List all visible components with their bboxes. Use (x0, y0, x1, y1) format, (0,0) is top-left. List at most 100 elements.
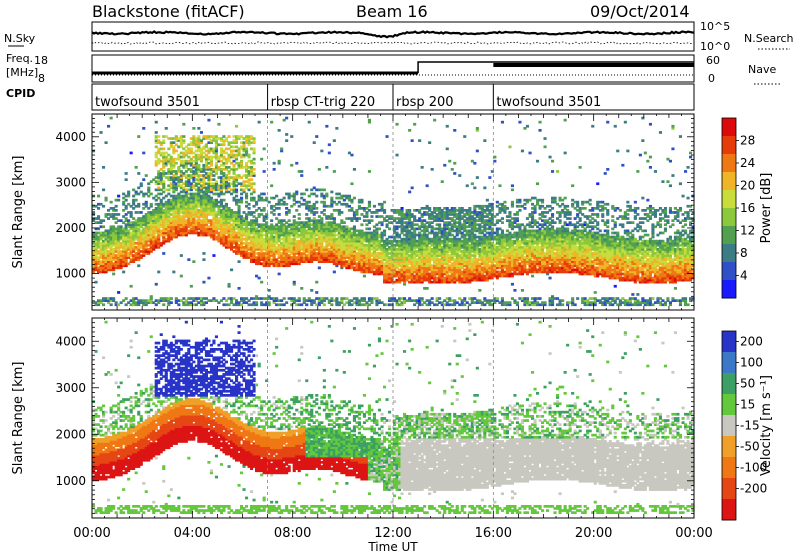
heatmap-cell (253, 172, 256, 175)
heatmap-cell (431, 168, 434, 171)
heatmap-cell (117, 195, 120, 198)
heatmap-cell (122, 271, 125, 274)
heatmap-cell (443, 164, 446, 167)
heatmap-cell (295, 162, 298, 165)
heatmap-cell (125, 178, 128, 181)
heatmap-cell (368, 228, 371, 231)
heatmap-cell (298, 217, 301, 220)
heatmap-cell (335, 127, 338, 130)
heatmap-cell (383, 230, 386, 233)
heatmap-cell (431, 297, 434, 300)
heatmap-cell (313, 141, 316, 144)
heatmap-cell (453, 129, 456, 132)
heatmap-cell (202, 281, 205, 284)
heatmap-cell (155, 121, 158, 124)
heatmap-cell (197, 164, 200, 167)
heatmap-cell (102, 303, 105, 306)
heatmap-cell (278, 160, 281, 163)
heatmap-cell (290, 135, 293, 138)
heatmap-cell (180, 254, 183, 257)
heatmap-cell (328, 143, 331, 146)
heatmap-cell (315, 281, 318, 284)
heatmap-cell (335, 297, 338, 300)
heatmap-cell (137, 264, 140, 267)
heatmap-cell (333, 217, 336, 220)
heatmap-cell (320, 150, 323, 153)
heatmap-cell (386, 135, 389, 138)
heatmap-cell (127, 191, 130, 194)
heatmap-cell (207, 119, 210, 122)
heatmap-cell (263, 148, 266, 151)
heatmap-cell (102, 205, 105, 208)
heatmap-cell (343, 221, 346, 224)
heatmap-cell (117, 199, 120, 202)
heatmap-cell (320, 217, 323, 220)
heatmap-cell (333, 139, 336, 142)
heatmap-cell (268, 201, 271, 204)
heatmap-cell (258, 121, 261, 124)
freq-tick-low: 8 (38, 72, 45, 85)
heatmap-cell (350, 182, 353, 185)
heatmap-cell (453, 162, 456, 165)
heatmap-cell (463, 297, 466, 300)
nsky-label: N.Sky (4, 32, 36, 45)
heatmap-cell (137, 203, 140, 206)
heatmap-cell (97, 195, 100, 198)
heatmap-cell (466, 184, 469, 187)
heatmap-cell (285, 139, 288, 142)
heatmap-cell (273, 168, 276, 171)
heatmap-cell (197, 127, 200, 130)
heatmap-cell (468, 207, 471, 210)
heatmap-cell (305, 303, 308, 306)
heatmap-cell (446, 125, 449, 128)
heatmap-cell (298, 297, 301, 300)
heatmap-cell (348, 195, 351, 198)
heatmap-cell (426, 184, 429, 187)
heatmap-cell (273, 213, 276, 216)
heatmap-cell (157, 135, 160, 138)
heatmap-cell (438, 297, 441, 300)
heatmap-cell (370, 219, 373, 222)
heatmap-cell (333, 271, 336, 274)
heatmap-cell (300, 287, 303, 290)
cpid-segment-label: twofsound 3501 (496, 95, 601, 110)
heatmap-cell (303, 193, 306, 196)
heatmap-cell (278, 129, 281, 132)
heatmap-cell (248, 207, 251, 210)
heatmap-cell (293, 215, 296, 218)
heatmap-cell (363, 275, 366, 278)
heatmap-cell (270, 121, 273, 124)
heatmap-cell (253, 197, 256, 200)
cpid-segment-label: rbsp 200 (396, 95, 454, 110)
heatmap-cell (115, 209, 118, 212)
heatmap-cell (325, 193, 328, 196)
heatmap-cell (330, 213, 333, 216)
heatmap-cell (162, 303, 165, 306)
heatmap-cell (135, 166, 138, 169)
heatmap-cell (253, 182, 256, 185)
heatmap-cell (253, 148, 256, 151)
heatmap-cell (147, 187, 150, 190)
noise-sky-trace (92, 32, 694, 38)
heatmap-cell (408, 209, 411, 212)
heatmap-cell (285, 133, 288, 136)
heatmap-cell (315, 211, 318, 214)
heatmap-cell (253, 137, 256, 140)
heatmap-cell (263, 193, 266, 196)
heatmap-cell (112, 297, 115, 300)
heatmap-cell (270, 219, 273, 222)
heatmap-cell (426, 287, 429, 290)
heatmap-cell (421, 297, 424, 300)
cpid-label: CPID (6, 87, 35, 100)
heatmap-cell (310, 289, 313, 292)
heatmap-cell (140, 211, 143, 214)
heatmap-cell (370, 215, 373, 218)
heatmap-cell (295, 209, 298, 212)
heatmap-cell (228, 283, 231, 286)
heatmap-cell (105, 141, 108, 144)
heatmap-cell (190, 285, 193, 288)
heatmap-cell (235, 125, 238, 128)
heatmap-cell (350, 154, 353, 157)
heatmap-cell (135, 199, 138, 202)
heatmap-cell (308, 201, 311, 204)
